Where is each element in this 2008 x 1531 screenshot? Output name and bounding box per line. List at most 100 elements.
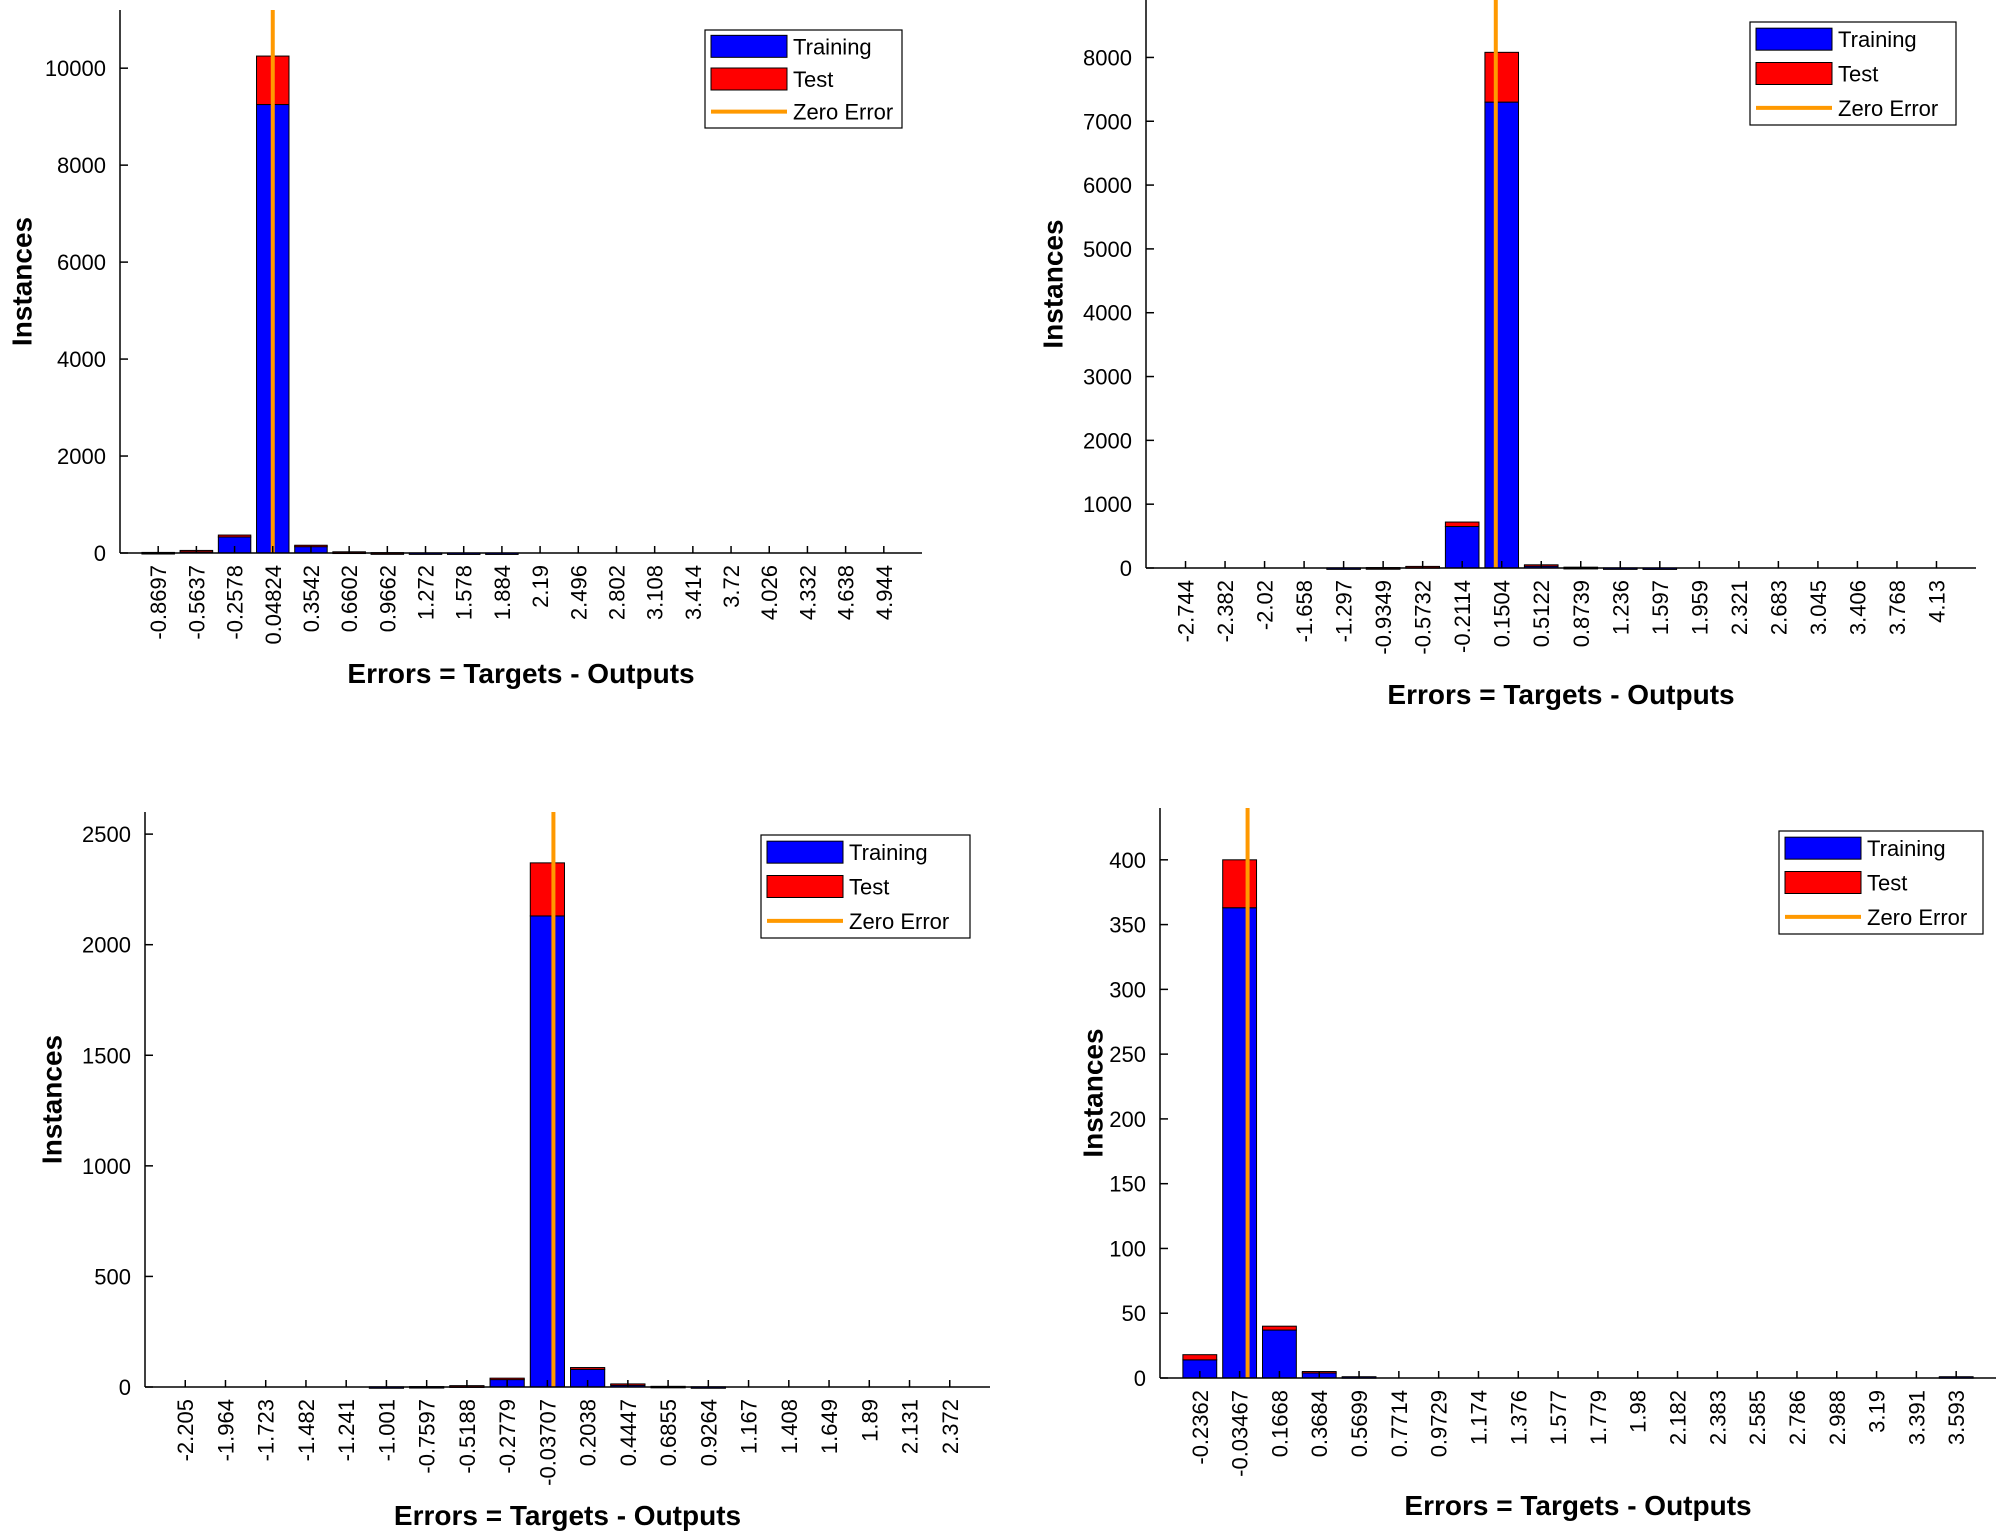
x-tick-label: 0.6855 (656, 1399, 681, 1466)
y-tick-label: 8000 (1083, 45, 1132, 70)
x-tick-label: 1.959 (1687, 580, 1712, 635)
y-axis-title: Instances (7, 217, 38, 346)
x-tick-label: 1.167 (737, 1399, 762, 1454)
y-tick-label: 0 (94, 541, 106, 566)
x-tick-label: 0.2038 (576, 1399, 601, 1466)
legend-label: Training (849, 840, 928, 865)
x-axis-title: Errors = Targets - Outputs (394, 1500, 741, 1531)
y-tick-label: 6000 (1083, 173, 1132, 198)
x-tick-label: 0.3542 (299, 565, 324, 632)
x-tick-label: -0.03707 (535, 1399, 560, 1486)
x-tick-label: 3.593 (1944, 1390, 1969, 1445)
y-tick-label: 10000 (45, 56, 106, 81)
bar-test (1484, 51, 1520, 103)
legend-swatch-training (1755, 27, 1833, 51)
legend-swatch-test (766, 875, 844, 898)
x-tick-label: -1.964 (213, 1399, 238, 1461)
x-tick-label: -0.5637 (184, 565, 209, 640)
x-tick-label: 2.802 (604, 565, 629, 620)
bar-test (1444, 521, 1480, 528)
x-tick-label: 2.683 (1766, 580, 1791, 635)
x-tick-label: 2.786 (1785, 1390, 1810, 1445)
y-tick-label: 250 (1109, 1042, 1146, 1067)
legend: Training Test Zero Error (704, 29, 903, 129)
legend-swatch-training (766, 840, 844, 864)
x-tick-label: 2.383 (1705, 1390, 1730, 1445)
histogram-panel-3: 0 500 1000 1500 2000 2500 -2.205 -1.964 -1.723 -1… (37, 812, 990, 1531)
y-tick-label: 5000 (1083, 237, 1132, 262)
legend-swatch-training (710, 34, 788, 58)
x-tick-label: 4.944 (872, 565, 897, 620)
y-tick-label: 2500 (82, 822, 131, 847)
x-tick-label: -2.744 (1174, 580, 1199, 642)
x-axis-title: Errors = Targets - Outputs (1404, 1490, 1751, 1521)
x-tick-label: 4.332 (795, 565, 820, 620)
y-tick-label: 4000 (57, 347, 106, 372)
x-tick-label: 0.04824 (261, 565, 286, 645)
x-tick-label: 1.376 (1506, 1390, 1531, 1445)
bar-test (1262, 1325, 1297, 1331)
x-tick-label: 1.597 (1648, 580, 1673, 635)
x-tick-label: 0.1504 (1490, 580, 1515, 647)
x-tick-label: 3.406 (1845, 580, 1870, 635)
x-tick-label: -2.382 (1213, 580, 1238, 642)
x-tick-label: -0.2114 (1450, 580, 1475, 653)
x-tick-label: 3.391 (1904, 1390, 1929, 1445)
y-tick-label: 2000 (82, 933, 131, 958)
x-tick-label: -1.297 (1332, 580, 1357, 642)
x-tick-label: -0.5188 (455, 1399, 480, 1474)
x-tick-label: -1.658 (1292, 580, 1317, 642)
x-tick-label: -2.02 (1253, 580, 1278, 630)
x-tick-label: 2.496 (566, 565, 591, 620)
y-tick-label: 350 (1109, 913, 1146, 938)
y-tick-label: 0 (1134, 1366, 1146, 1391)
x-tick-label: 2.182 (1666, 1390, 1691, 1445)
x-tick-label: 4.13 (1924, 580, 1949, 623)
bar-training (1484, 101, 1520, 569)
x-tick-label: -1.723 (254, 1399, 279, 1461)
x-tick-label: 1.89 (857, 1399, 882, 1442)
legend-label: Training (793, 34, 872, 59)
x-tick-label: 1.272 (414, 565, 439, 620)
x-tick-label: -0.8697 (146, 565, 171, 640)
x-tick-label: -0.03467 (1228, 1390, 1253, 1477)
x-tick-label: 1.236 (1608, 580, 1633, 635)
x-tick-label: -0.2362 (1188, 1390, 1213, 1465)
y-tick-label: 1500 (82, 1043, 131, 1068)
x-tick-label: 1.577 (1546, 1390, 1571, 1445)
y-tick-label: 150 (1109, 1172, 1146, 1197)
legend: Training Test Zero Error (1778, 830, 1984, 935)
bar-training (529, 915, 565, 1388)
x-tick-label: 0.8739 (1569, 580, 1594, 647)
x-tick-label: 1.174 (1466, 1390, 1491, 1445)
y-tick-label: 1000 (82, 1154, 131, 1179)
y-axis-title: Instances (1038, 219, 1069, 348)
x-tick-label: -0.5732 (1411, 580, 1436, 655)
x-tick-label: 2.585 (1745, 1390, 1770, 1445)
y-tick-label: 300 (1109, 977, 1146, 1002)
x-tick-label: 0.6602 (337, 565, 362, 632)
x-tick-label: 1.779 (1586, 1390, 1611, 1445)
y-tick-label: 2000 (1083, 428, 1132, 453)
x-tick-label: 4.026 (757, 565, 782, 620)
legend-swatch-test (710, 67, 788, 91)
histogram-panel-2: 010002000300040005000600070008000-2.744-… (1038, 0, 1976, 710)
x-tick-label: 2.321 (1727, 580, 1752, 635)
bar-test (489, 1377, 525, 1381)
x-axis-title: Errors = Targets - Outputs (347, 658, 694, 689)
x-tick-label: -0.9349 (1371, 580, 1396, 655)
y-tick-label: 7000 (1083, 109, 1132, 134)
x-tick-label: 0.9662 (375, 565, 400, 632)
y-axis-title: Instances (1078, 1028, 1109, 1157)
x-tick-label: 3.19 (1865, 1390, 1890, 1433)
y-tick-label: 200 (1109, 1107, 1146, 1132)
y-tick-label: 100 (1109, 1236, 1146, 1261)
y-tick-label: 400 (1109, 848, 1146, 873)
legend-label: Zero Error (849, 909, 949, 934)
bar-test (1182, 1354, 1218, 1361)
x-tick-label: 0.9729 (1427, 1390, 1452, 1457)
histogram-panel-1: 0 2000 4000 6000 8000 10000 -0.8697 -0.5637 -0.2… (7, 10, 922, 689)
y-tick-label: 3000 (1083, 365, 1132, 390)
x-tick-label: 0.5699 (1347, 1390, 1372, 1457)
